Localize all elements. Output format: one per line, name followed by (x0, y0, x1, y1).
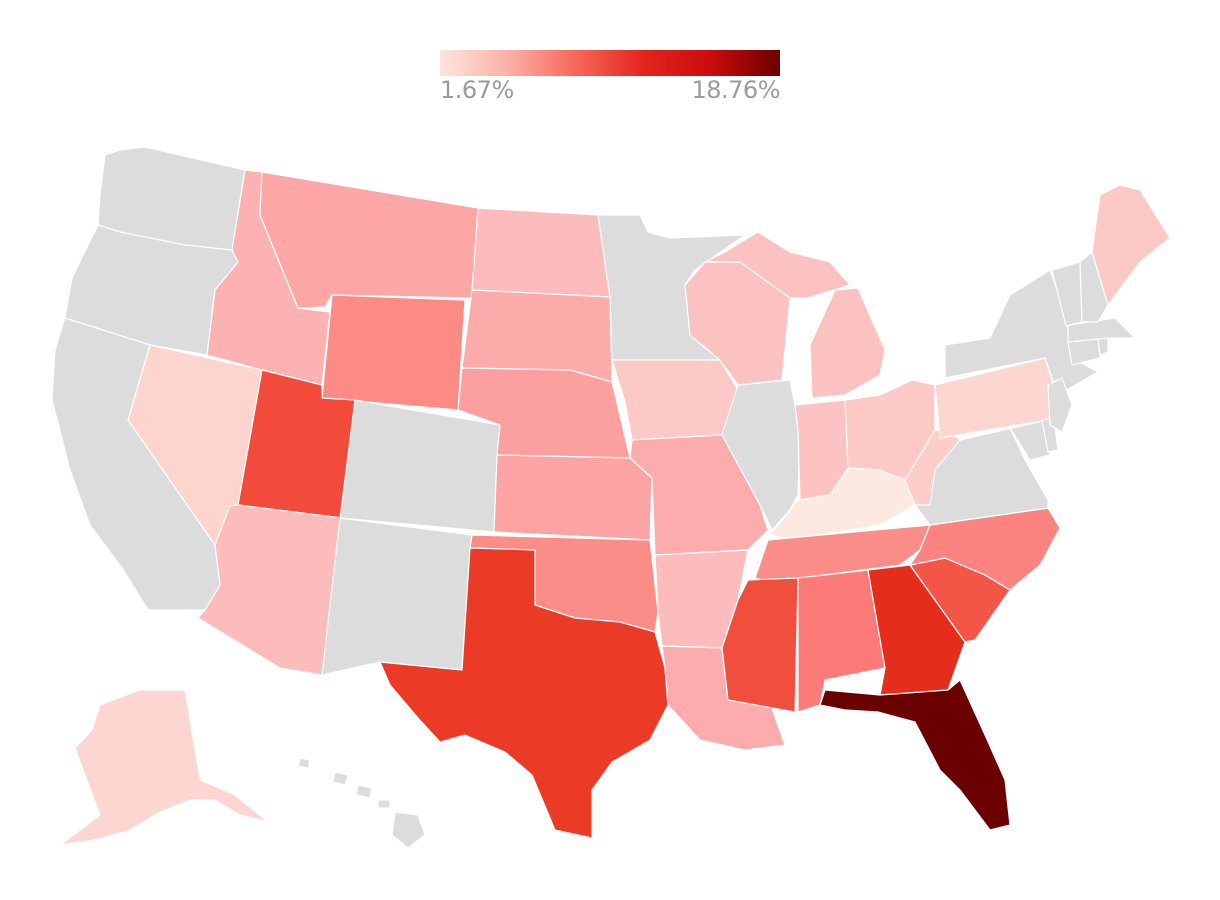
state-ia (611, 359, 739, 441)
state-mt (259, 171, 479, 309)
legend-max-label: 18.76% (691, 76, 780, 104)
legend-gradient-bar (440, 50, 780, 76)
state-md (959, 419, 1051, 461)
state-ak (59, 689, 269, 846)
state-ri (1097, 337, 1109, 356)
state-nc (909, 507, 1061, 591)
state-nj (1047, 377, 1073, 433)
state-nm (321, 517, 473, 676)
color-legend: 1.67% 18.76% (440, 50, 780, 104)
state-ma (1067, 317, 1136, 343)
state-hi (297, 757, 426, 849)
state-tx (379, 547, 669, 839)
state-fl (819, 679, 1011, 831)
state-wy (321, 294, 466, 411)
legend-min-label: 1.67% (440, 76, 514, 104)
state-co (339, 399, 501, 533)
state-nd (471, 207, 611, 298)
state-nh (1079, 251, 1109, 323)
state-me (1091, 184, 1171, 306)
state-mi (704, 231, 886, 399)
state-ks (493, 454, 653, 541)
